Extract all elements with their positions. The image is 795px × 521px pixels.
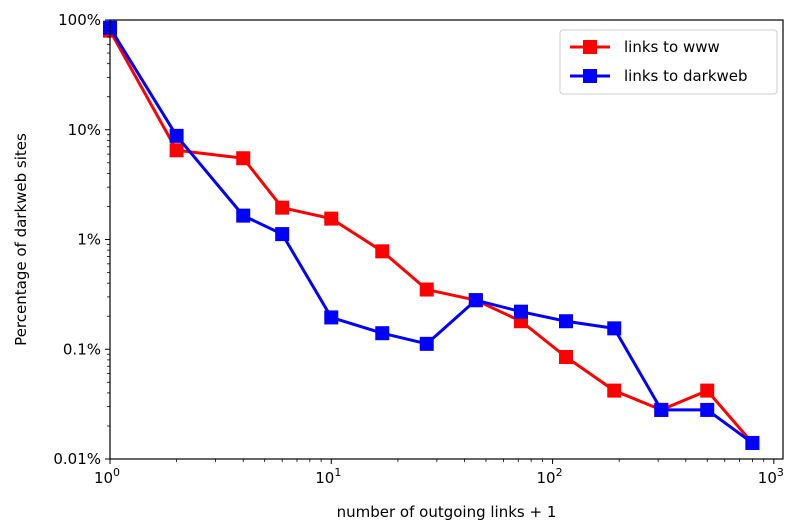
y-tick-label: 100% [58,11,101,29]
series-line [108,29,754,444]
legend-label: links to www [624,38,720,56]
data-point [700,402,715,417]
plot-frame [109,19,784,460]
x-tick-label: 101 [315,466,341,487]
data-point [236,208,251,223]
data-point [558,314,573,329]
data-point [558,349,573,364]
legend-swatch-marker [583,69,597,83]
legend: links to www links to darkweb [559,29,778,95]
legend-box [559,29,778,95]
data-point [236,151,251,166]
series-1 [103,20,760,450]
data-point [375,326,390,341]
data-point [468,293,483,308]
data-point [513,304,528,319]
data-point [607,383,622,398]
data-point [700,383,715,398]
x-tick-label: 102 [537,466,563,487]
x-tick-label: 100 [94,466,120,487]
plot-area [103,20,760,450]
data-point [169,143,184,158]
data-point [169,128,184,143]
x-tick-label: 103 [758,466,784,487]
data-point [419,282,434,297]
data-point [375,244,390,259]
y-axis-label: Percentage of darkweb sites [12,133,30,346]
data-point [324,310,339,325]
legend-swatch-marker [583,40,597,54]
legend-item-1: links to darkweb [570,67,748,85]
data-point [275,227,290,242]
data-point [607,321,622,336]
y-tick-label: 0.1% [63,340,101,358]
x-axis-label: number of outgoing links + 1 [337,503,557,521]
data-point [275,200,290,215]
data-point [419,336,434,351]
y-tick-label: 1% [77,231,101,249]
y-tick-label: 10% [68,121,101,139]
legend-item-0: links to www [570,38,720,56]
axis-ticks: 100% 10% 1% 0.1% 0.01%100 101 102 103 [53,11,784,487]
data-point [324,211,339,226]
legend-label: links to darkweb [624,67,748,85]
y-tick-label: 0.01% [53,450,101,468]
data-point [745,435,760,450]
data-point [654,402,669,417]
